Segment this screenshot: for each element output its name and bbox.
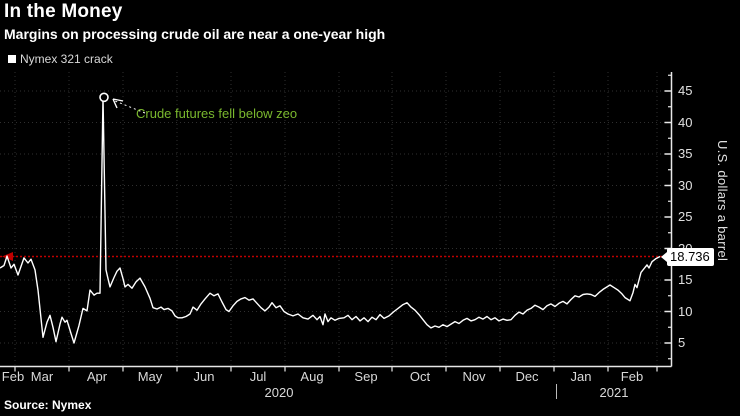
y-tick-label: 10 — [678, 303, 693, 319]
chart-annotation: Crude futures fell below zeo — [136, 106, 298, 121]
x-month-label: Jan — [570, 369, 592, 384]
last-price-tag: 18.736 — [661, 248, 714, 266]
chart-subtitle: Margins on processing crude oil are near… — [4, 26, 386, 42]
x-month-label: Sep — [354, 369, 378, 384]
x-month-label: Dec — [515, 369, 539, 384]
x-year-label: 2021 — [599, 385, 629, 400]
x-month-label: Feb — [1, 369, 25, 384]
y-tick-label: 5 — [678, 335, 686, 350]
x-year-label: 2020 — [264, 385, 294, 400]
legend-swatch-icon — [8, 55, 16, 63]
x-month-label: Jun — [193, 369, 215, 384]
x-month-label: Mar — [30, 369, 54, 384]
x-month-label: Feb — [620, 369, 644, 384]
legend-label: Nymex 321 crack — [20, 52, 113, 66]
y-axis-title: U.S. dollars a barrel — [715, 140, 730, 262]
x-month-label: May — [137, 369, 163, 384]
y-tick-label: 45 — [678, 83, 693, 98]
y-tick-label: 15 — [678, 272, 693, 287]
y-tick-label: 25 — [678, 209, 693, 224]
source-note: Source: Nymex — [4, 398, 92, 412]
x-month-label: Jul — [249, 369, 267, 384]
legend: Nymex 321 crack — [8, 52, 113, 66]
x-month-label: Nov — [462, 369, 486, 384]
y-tick-label: 35 — [678, 146, 693, 161]
year-separator — [556, 384, 557, 399]
y-tick-label: 30 — [678, 177, 693, 193]
y-tick-label: 40 — [678, 114, 693, 130]
x-month-label: Apr — [86, 369, 108, 384]
x-month-label: Aug — [300, 369, 324, 384]
x-month-label: Oct — [409, 369, 431, 384]
page-title: In the Money — [4, 1, 123, 22]
